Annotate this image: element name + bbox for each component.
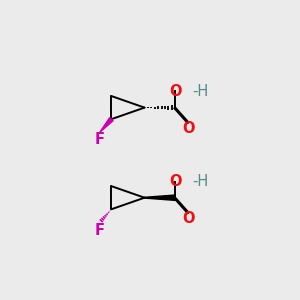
Text: O: O [169,84,182,99]
Text: F: F [95,223,105,238]
Text: O: O [182,211,195,226]
Text: O: O [169,174,182,189]
Polygon shape [145,195,175,200]
Text: F: F [95,132,105,147]
Polygon shape [100,118,113,132]
Text: O: O [182,121,195,136]
Text: -H: -H [192,174,208,189]
Text: -H: -H [192,84,208,99]
